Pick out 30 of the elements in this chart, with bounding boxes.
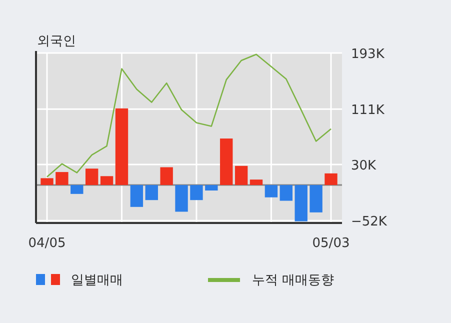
chart-title: 외국인 bbox=[37, 34, 76, 49]
bar bbox=[234, 166, 248, 186]
y-tick-label: 30K bbox=[351, 158, 377, 174]
bar bbox=[205, 185, 218, 191]
bar bbox=[280, 185, 293, 201]
bar bbox=[310, 185, 322, 212]
legend-label: 일별매매 bbox=[71, 273, 123, 288]
bar bbox=[130, 185, 144, 207]
bar bbox=[324, 173, 338, 186]
y-tick-label: −52K bbox=[351, 214, 388, 230]
bar bbox=[220, 138, 233, 186]
bar bbox=[56, 172, 68, 186]
bar bbox=[250, 180, 263, 186]
bar bbox=[145, 185, 158, 200]
bar bbox=[294, 185, 308, 222]
bar bbox=[40, 178, 54, 186]
bar bbox=[264, 185, 278, 198]
line-series bbox=[46, 54, 332, 178]
x-tick-label: 04/05 bbox=[28, 236, 66, 251]
bar bbox=[115, 108, 128, 186]
x-tick-label: 05/03 bbox=[312, 236, 350, 251]
bar bbox=[160, 167, 173, 186]
bar bbox=[85, 168, 98, 186]
y-tick-label: 111K bbox=[351, 103, 385, 118]
bar bbox=[100, 176, 114, 186]
bar bbox=[70, 185, 84, 194]
y-tick-label: 193K bbox=[351, 47, 385, 62]
bar bbox=[175, 185, 188, 212]
legend-label: 누적 매매동향 bbox=[252, 273, 334, 288]
bar bbox=[190, 185, 203, 200]
